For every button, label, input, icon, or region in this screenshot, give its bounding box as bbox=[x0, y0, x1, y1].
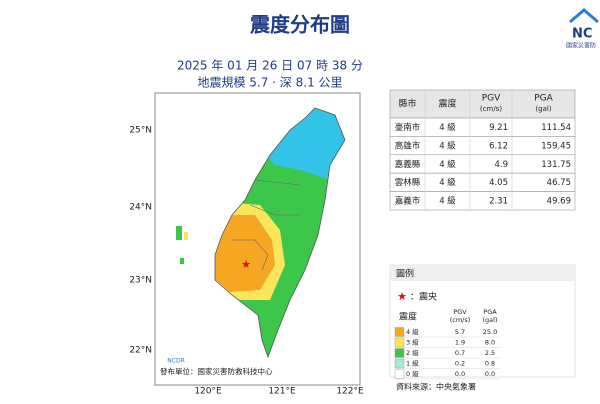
table-cell: 4.9 bbox=[494, 160, 508, 170]
legend-pgv: 0.2 bbox=[455, 360, 465, 368]
legend-pga: 25.0 bbox=[483, 328, 497, 336]
table-cell: 111.54 bbox=[541, 123, 571, 133]
table-header: 震度 bbox=[438, 98, 456, 110]
table-cell: 4 級 bbox=[439, 122, 456, 133]
legend-header: (cm/s) bbox=[450, 316, 471, 324]
table-cell: 4.05 bbox=[489, 178, 508, 188]
quake-time: 2025 年 01 月 26 日 07 時 38 分 bbox=[177, 59, 363, 73]
table-header: (gal) bbox=[535, 105, 551, 113]
legend-title: 圖例 bbox=[396, 268, 414, 280]
source: 資料來源：中央氣象署 bbox=[396, 382, 476, 392]
legend-pgv: 5.7 bbox=[455, 328, 465, 336]
table-cell: 4 級 bbox=[439, 159, 456, 170]
legend-title-bg bbox=[390, 265, 575, 281]
epicenter: ★ bbox=[241, 258, 251, 271]
legend-level: 2 級 bbox=[406, 348, 419, 357]
title: 震度分布圖 bbox=[250, 13, 350, 37]
quake-info: 地震規模 5.7 · 深 8.1 公里 bbox=[197, 75, 342, 90]
legend-swatch bbox=[394, 348, 405, 358]
table-row bbox=[389, 191, 576, 211]
table-cell: 159.45 bbox=[541, 141, 571, 151]
legend-header: PGA bbox=[483, 308, 497, 316]
legend-pgv: 1.9 bbox=[455, 339, 465, 347]
lat-label: 23°N bbox=[129, 276, 152, 286]
legend-swatch bbox=[394, 337, 405, 348]
table-cell: 2.31 bbox=[489, 197, 508, 207]
table-cell: 高雄市 bbox=[395, 140, 421, 151]
legend-level: 1 級 bbox=[406, 359, 419, 368]
lon-label: 120°E bbox=[194, 387, 222, 397]
legend-box bbox=[389, 264, 576, 378]
legend-pgv: 0.7 bbox=[455, 349, 465, 357]
legend-header: (gal) bbox=[483, 316, 498, 324]
legend-pga: 0.0 bbox=[485, 370, 495, 378]
table-cell: 6.12 bbox=[489, 141, 508, 151]
legend-header: PGV bbox=[453, 308, 467, 316]
county-borders bbox=[232, 179, 301, 271]
legend-pga: 2.5 bbox=[485, 349, 495, 357]
lat-label: 25°N bbox=[129, 126, 152, 136]
table-cell: 49.69 bbox=[547, 197, 571, 207]
table-cell: 131.75 bbox=[541, 160, 571, 170]
penghu bbox=[176, 226, 188, 264]
legend-star: ★ bbox=[397, 290, 407, 303]
table-cell: 嘉義市 bbox=[395, 196, 421, 207]
lon-label: 122°E bbox=[336, 387, 364, 397]
legend-epicenter: ：震央 bbox=[410, 291, 437, 303]
table-header: PGA bbox=[534, 94, 553, 104]
table-cell: 雲林縣 bbox=[395, 177, 421, 188]
legend-pga: 8.0 bbox=[485, 339, 495, 347]
table-cell: 臺南市 bbox=[395, 122, 421, 133]
logo-sub: 國家災害防 bbox=[566, 42, 596, 50]
lon-label: 121°E bbox=[268, 387, 296, 397]
publisher: 發布單位：國家災害防救科技中心 bbox=[160, 366, 273, 376]
legend-level: 4 級 bbox=[406, 327, 419, 336]
lat-label: 24°N bbox=[129, 203, 152, 213]
table-header: PGV bbox=[482, 94, 501, 104]
legend-level: 3 級 bbox=[406, 338, 419, 347]
legend-pga: 0.8 bbox=[485, 360, 495, 368]
legend-swatch bbox=[394, 358, 405, 369]
table-cell: 嘉義縣 bbox=[395, 159, 421, 170]
logo-text: NC bbox=[572, 27, 592, 42]
legend-swatch bbox=[394, 327, 405, 337]
lat-label: 22°N bbox=[129, 346, 152, 356]
table-cell: 46.75 bbox=[547, 178, 571, 188]
table-header-bg bbox=[389, 89, 576, 119]
table-cell: 4 級 bbox=[439, 177, 456, 188]
logo: NC 國家災害防 bbox=[566, 8, 599, 50]
table-cell: 4 級 bbox=[439, 140, 456, 151]
table-header: 縣市 bbox=[398, 98, 416, 110]
legend-level: 0 級 bbox=[406, 369, 419, 378]
table-header: (cm/s) bbox=[480, 105, 502, 113]
legend-header: 震度 bbox=[399, 311, 417, 323]
map-logo: NCDR bbox=[167, 358, 184, 365]
table-cell: 4 級 bbox=[439, 196, 456, 207]
table-cell: 9.21 bbox=[489, 123, 508, 133]
legend-swatch bbox=[394, 369, 405, 379]
legend-pgv: 0.0 bbox=[455, 370, 465, 378]
